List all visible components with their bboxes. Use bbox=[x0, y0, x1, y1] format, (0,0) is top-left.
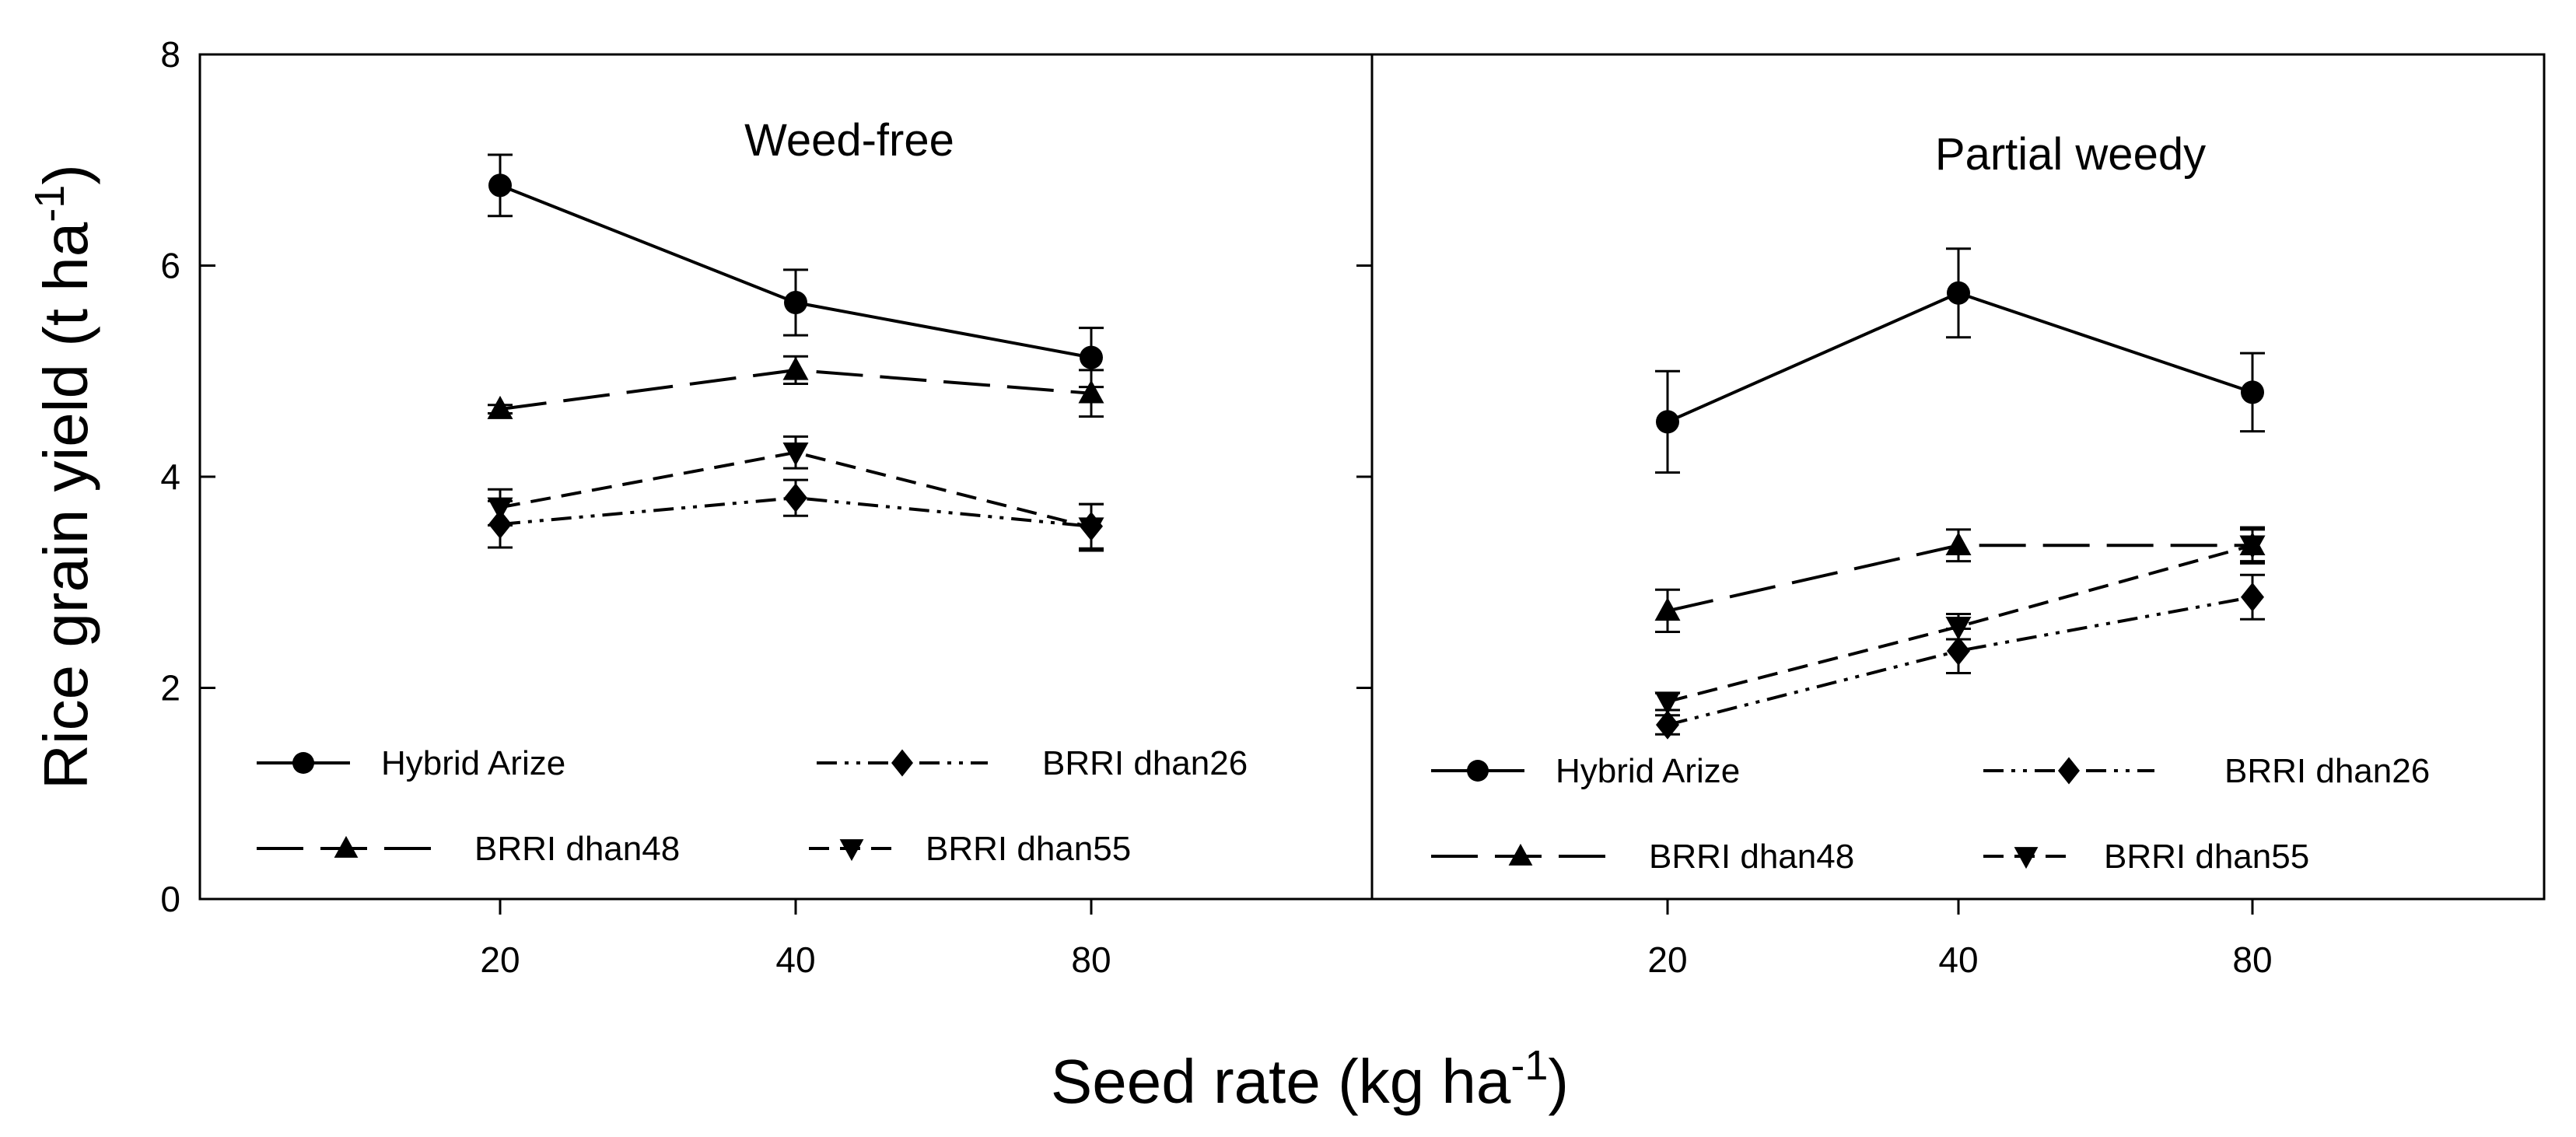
series-line bbox=[1667, 291, 2253, 424]
data-point bbox=[1080, 345, 1103, 369]
legend-marker bbox=[2014, 847, 2039, 869]
y-tick-label: 0 bbox=[160, 879, 180, 919]
ticks-layer: 0 2 4 6 8 20 40 80 20 40 80 bbox=[160, 34, 2272, 980]
legend-layer: Hybrid Arize BRRI dhan26 BRRI dhan48 BRRI d… bbox=[257, 744, 2430, 876]
series-brri-dhan48 bbox=[487, 355, 1104, 419]
legend-label: BRRI dhan55 bbox=[926, 830, 1131, 868]
panel-title-weed-free: Weed-free bbox=[744, 115, 954, 166]
data-point bbox=[488, 173, 512, 198]
legend-label: BRRI dhan26 bbox=[2224, 752, 2430, 790]
legend-item: BRRI dhan55 bbox=[809, 830, 1131, 868]
data-point bbox=[782, 356, 809, 380]
series-line bbox=[499, 450, 1092, 530]
legend-item: Hybrid Arize bbox=[257, 744, 565, 782]
legend-marker bbox=[1467, 760, 1489, 782]
y-tick-label: 8 bbox=[160, 34, 180, 75]
legend-marker bbox=[891, 749, 913, 777]
legend-item: BRRI dhan55 bbox=[1983, 838, 2309, 876]
data-point bbox=[784, 291, 807, 315]
legend-marker bbox=[839, 839, 864, 862]
series-hybrid-arize bbox=[1655, 247, 2265, 474]
series-brri-dhan48 bbox=[1654, 528, 2266, 634]
data-point bbox=[1947, 281, 1970, 305]
x-tick-label: 20 bbox=[480, 939, 520, 980]
legend-label: Hybrid Arize bbox=[1556, 752, 1740, 790]
y-tick-label: 4 bbox=[160, 457, 180, 497]
legend-weed-free: Hybrid Arize BRRI dhan26 BRRI dhan48 BRRI d… bbox=[257, 744, 1248, 868]
legend-marker bbox=[334, 835, 359, 858]
x-tick-label: 80 bbox=[1071, 939, 1111, 980]
y-tick-label: 2 bbox=[160, 668, 180, 708]
series-brri-dhan26 bbox=[1655, 573, 2265, 740]
panel-title-partial-weedy: Partial weedy bbox=[1935, 129, 2206, 180]
legend-partial-weedy: Hybrid Arize BRRI dhan26 BRRI dhan48 BRRI d… bbox=[1431, 752, 2430, 876]
data-point bbox=[488, 509, 512, 539]
x-tick-label: 20 bbox=[1647, 939, 1687, 980]
x-tick-label: 40 bbox=[1938, 939, 1978, 980]
legend-item: Hybrid Arize bbox=[1431, 752, 1740, 790]
data-point bbox=[1656, 410, 1679, 434]
legend-label: BRRI dhan48 bbox=[474, 830, 680, 868]
series-brri-dhan55 bbox=[1654, 526, 2266, 715]
data-point bbox=[1654, 691, 1681, 715]
legend-item: BRRI dhan26 bbox=[817, 744, 1248, 782]
series-layer bbox=[487, 153, 2266, 740]
data-point bbox=[1947, 636, 1970, 666]
data-point bbox=[1078, 380, 1104, 404]
series-hybrid-arize bbox=[488, 153, 1104, 389]
y-axis-title: Rice grain yield (t ha-1) bbox=[26, 164, 100, 789]
legend-label: Hybrid Arize bbox=[381, 744, 565, 782]
data-point bbox=[1080, 512, 1103, 541]
legend-item: BRRI dhan26 bbox=[1983, 752, 2430, 790]
legend-item: BRRI dhan48 bbox=[257, 830, 680, 868]
x-axis-title: Seed rate (kg ha-1) bbox=[1051, 1042, 1569, 1116]
legend-item: BRRI dhan48 bbox=[1431, 838, 1854, 876]
y-tick-label: 6 bbox=[160, 246, 180, 286]
legend-marker bbox=[1508, 843, 1533, 866]
series-line bbox=[1667, 544, 2253, 704]
data-point bbox=[1656, 710, 1679, 740]
data-point bbox=[784, 483, 807, 513]
data-point bbox=[2241, 582, 2264, 612]
legend-label: BRRI dhan26 bbox=[1042, 744, 1248, 782]
legend-label: BRRI dhan48 bbox=[1649, 838, 1854, 876]
data-point bbox=[2241, 380, 2264, 404]
x-tick-label: 40 bbox=[775, 939, 815, 980]
x-tick-label: 80 bbox=[2232, 939, 2272, 980]
legend-marker bbox=[292, 752, 314, 774]
data-point bbox=[1945, 531, 1972, 555]
series-brri-dhan26 bbox=[488, 478, 1104, 550]
data-point bbox=[487, 395, 513, 419]
legend-label: BRRI dhan55 bbox=[2104, 838, 2309, 876]
data-point bbox=[2239, 535, 2266, 559]
legend-marker bbox=[2058, 757, 2080, 785]
data-point bbox=[1654, 597, 1681, 621]
data-point bbox=[782, 443, 809, 467]
